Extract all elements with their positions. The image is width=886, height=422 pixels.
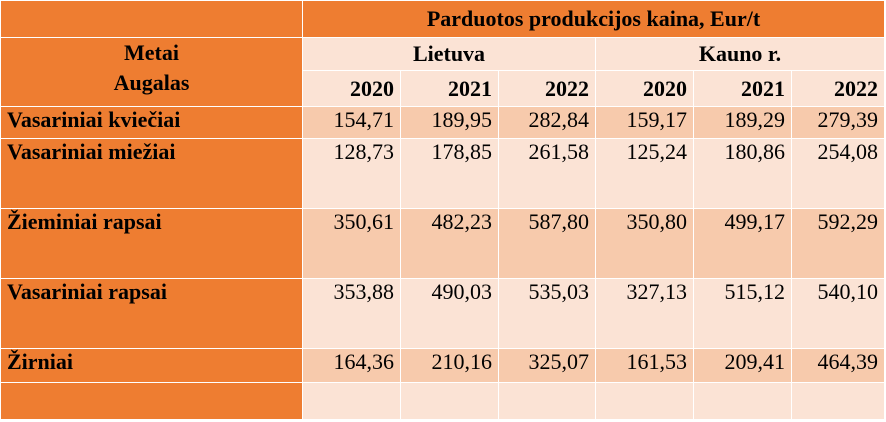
price-cell: 535,03 — [498, 278, 596, 349]
empty-cell — [302, 382, 401, 420]
year-header: 2021 — [693, 70, 792, 107]
price-cell: 353,88 — [302, 278, 401, 349]
year-header: 2020 — [595, 70, 694, 107]
empty-cell — [498, 382, 596, 420]
price-cell: 327,13 — [595, 278, 694, 349]
crop-label: Žieminiai rapsai — [0, 208, 303, 279]
stub-header-crop: Augalas — [113, 70, 190, 95]
year-header: 2022 — [790, 70, 886, 107]
price-cell: 261,58 — [498, 138, 596, 209]
region-row: Metai Augalas Lietuva Kauno r. — [0, 37, 886, 107]
year-row: 2020 2021 2022 2020 2021 2022 — [1, 70, 886, 107]
year-header: 2020 — [302, 70, 401, 107]
price-cell: 592,29 — [790, 208, 886, 279]
price-cell: 464,39 — [790, 348, 886, 383]
region-header-lietuva: Lietuva — [302, 37, 596, 71]
empty-stub-cell — [0, 382, 303, 420]
price-cell: 159,17 — [595, 106, 694, 139]
price-cell: 180,86 — [693, 138, 792, 209]
crop-label: Žirniai — [0, 348, 303, 383]
price-cell: 325,07 — [498, 348, 596, 383]
price-cell: 125,24 — [595, 138, 694, 209]
table-row: Vasariniai rapsai 353,88 490,03 535,03 3… — [0, 278, 886, 349]
price-cell: 128,73 — [302, 138, 401, 209]
price-cell: 282,84 — [498, 106, 596, 139]
table-row: Žirniai 164,36 210,16 325,07 161,53 209,… — [0, 348, 886, 383]
price-cell: 161,53 — [595, 348, 694, 383]
table-row: Žieminiai rapsai 350,61 482,23 587,80 35… — [0, 208, 886, 279]
year-header: 2022 — [498, 70, 596, 107]
price-cell: 350,61 — [302, 208, 401, 279]
price-cell: 482,23 — [400, 208, 499, 279]
price-cell: 209,41 — [693, 348, 792, 383]
price-cell: 210,16 — [400, 348, 499, 383]
price-cell: 178,85 — [400, 138, 499, 209]
table-row: Vasariniai miežiai 128,73 178,85 261,58 … — [0, 138, 886, 209]
table-row: Vasariniai kviečiai 154,71 189,95 282,84… — [0, 106, 886, 139]
year-header: 2021 — [400, 70, 499, 107]
price-cell: 587,80 — [498, 208, 596, 279]
price-cell: 515,12 — [693, 278, 792, 349]
price-cell: 540,10 — [790, 278, 886, 349]
price-cell: 350,80 — [595, 208, 694, 279]
table-title: Parduotos produkcijos kaina, Eur/t — [301, 0, 886, 38]
price-cell: 154,71 — [302, 106, 401, 139]
price-cell: 164,36 — [302, 348, 401, 383]
price-cell: 279,39 — [790, 106, 886, 139]
price-cell: 490,03 — [400, 278, 499, 349]
top-left-cell — [0, 0, 303, 38]
title-row: Parduotos produkcijos kaina, Eur/t — [0, 0, 886, 38]
crop-label: Vasariniai kviečiai — [0, 106, 303, 139]
stub-header-years: Metai — [124, 40, 179, 65]
price-cell: 189,95 — [400, 106, 499, 139]
empty-cell — [790, 382, 886, 420]
region-header-kauno: Kauno r. — [594, 37, 886, 71]
empty-cell — [595, 382, 694, 420]
crop-label: Vasariniai rapsai — [0, 278, 303, 349]
stub-header: Metai Augalas — [0, 37, 303, 107]
empty-row — [0, 382, 886, 420]
price-cell: 254,08 — [790, 138, 886, 209]
price-cell: 499,17 — [693, 208, 792, 279]
crop-label: Vasariniai miežiai — [0, 138, 303, 209]
empty-cell — [400, 382, 499, 420]
price-cell: 189,29 — [693, 106, 792, 139]
empty-cell — [693, 382, 792, 420]
